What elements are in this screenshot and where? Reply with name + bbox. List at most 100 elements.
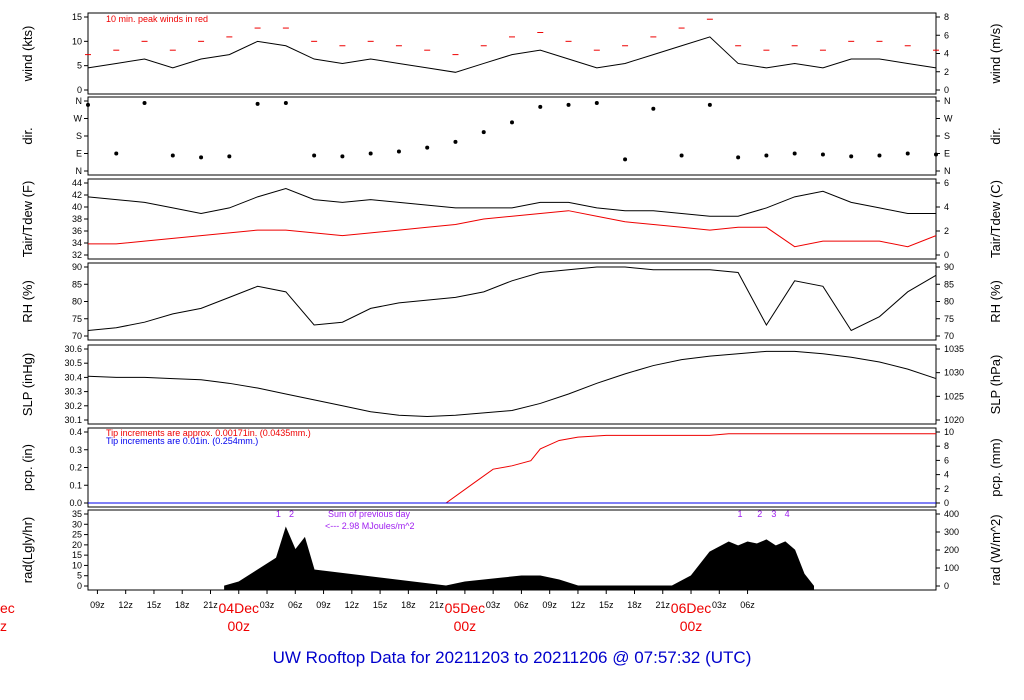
dir-ylabel-right: dir. (988, 127, 1003, 144)
wind-ytick-left: 5 (77, 61, 82, 71)
rad-marker-label: 3 (771, 509, 776, 519)
precip-ylabel-right: pcp. (mm) (988, 438, 1003, 497)
rh-ytick-left: 85 (72, 279, 82, 289)
temperature-frame (87, 178, 937, 260)
x-tick-label: 09z (542, 600, 557, 610)
rad-annotation: Sum of previous day (328, 509, 411, 519)
rh-ytick-left: 75 (72, 314, 82, 324)
rad-marker-label: 2 (757, 509, 762, 519)
dir-point (905, 151, 910, 156)
wind-ytick-left: 15 (72, 12, 82, 22)
precip-ytick-right: 6 (944, 455, 949, 465)
dir-point (707, 102, 712, 107)
temperature-ytick-left: 42 (72, 190, 82, 200)
dir-point (340, 154, 345, 159)
day-label-date: 04Dec (219, 600, 259, 616)
rh-ytick-left: 90 (72, 262, 82, 272)
chart-title: UW Rooftop Data for 20211203 to 20211206… (272, 648, 752, 667)
slp-ytick-left: 30.4 (64, 372, 82, 382)
dir-point (142, 100, 147, 105)
dir-point (86, 102, 90, 107)
wind-annotation: 10 min. peak winds in red (106, 14, 208, 24)
temperature-ylabel-left: Tair/Tdew (F) (20, 181, 35, 258)
wind-ytick-right: 6 (944, 30, 949, 40)
temperature-ytick-right: 6 (944, 178, 949, 188)
dir-point (849, 154, 854, 159)
radiation-ytick-left: 0 (77, 581, 82, 591)
dir-ytick-right: S (944, 131, 950, 141)
radiation-ylabel-left: rad(Lgly/hr) (20, 517, 35, 583)
x-tick-label: 03z (260, 600, 275, 610)
radiation-ytick-left: 20 (72, 540, 82, 550)
dir-ytick-right: W (944, 114, 953, 124)
radiation-ytick-left: 30 (72, 519, 82, 529)
slp-ylabel-left: SLP (inHg) (20, 353, 35, 416)
radiation-ytick-right: 300 (944, 527, 959, 537)
temperature-ytick-left: 44 (72, 178, 82, 188)
radiation-ylabel-right: rad (W/m^2) (988, 514, 1003, 585)
edge-label-time: z (0, 618, 7, 634)
temperature-ylabel-right: Tair/Tdew (C) (988, 180, 1003, 258)
dir-ytick-right: E (944, 149, 950, 159)
edge-label-date: ec (0, 600, 15, 616)
day-label-date: 06Dec (671, 600, 711, 616)
temperature-ytick-left: 38 (72, 214, 82, 224)
wind-frame (87, 12, 937, 95)
rh-ytick-right: 90 (944, 262, 954, 272)
x-tick-label: 18z (627, 600, 642, 610)
dir-point (877, 153, 882, 158)
dir-point (425, 145, 430, 150)
x-tick-label: 06z (288, 600, 303, 610)
precip-annotation-blue: Tip increments are 0.01in. (0.254mm.) (106, 436, 258, 446)
dir-point (368, 151, 373, 156)
day-label-time: 00z (227, 618, 250, 634)
wind-ylabel-right: wind (m/s) (988, 24, 1003, 85)
precip-ytick-right: 10 (944, 427, 954, 437)
precip-ytick-right: 8 (944, 441, 949, 451)
rad-annotation-2: <--- 2.98 MJoules/m^2 (325, 521, 415, 531)
x-tick-label: 15z (599, 600, 614, 610)
radiation-ytick-left: 25 (72, 530, 82, 540)
slp-line-SLP (87, 350, 937, 417)
dir-point (764, 153, 769, 158)
rh-ylabel-left: RH (%) (20, 280, 35, 323)
temperature-ytick-right: 2 (944, 226, 949, 236)
wind-ylabel-left: wind (kts) (20, 26, 35, 83)
precip-line-pcp-approx (88, 433, 936, 504)
day-label-date: 05Dec (445, 600, 485, 616)
dir-point (792, 151, 797, 156)
rad-marker-label: 1 (738, 509, 743, 519)
slp-frame (87, 344, 937, 425)
temperature-ytick-right: 0 (944, 250, 949, 260)
wind-line-wind (87, 36, 937, 73)
dir-point (934, 152, 938, 157)
precip-ytick-left: 0.1 (69, 480, 82, 490)
radiation-ytick-right: 200 (944, 545, 959, 555)
precip-ytick-right: 4 (944, 470, 949, 480)
dir-point (170, 153, 175, 158)
temperature-ytick-left: 32 (72, 250, 82, 260)
x-tick-label: 12z (571, 600, 586, 610)
dir-point (538, 104, 543, 109)
precip-annotation-red: Tip increments are approx. 0.00171in. (0… (106, 428, 311, 438)
dir-point (396, 149, 401, 154)
wind-ytick-left: 10 (72, 36, 82, 46)
precip-ytick-left: 0.4 (69, 427, 82, 437)
dir-ytick-right: N (944, 166, 951, 176)
dir-ytick-left: W (74, 114, 83, 124)
radiation-ytick-right: 400 (944, 509, 959, 519)
rh-ytick-right: 75 (944, 314, 954, 324)
rh-line-RH (87, 266, 937, 332)
dir-point (566, 102, 571, 107)
dir-frame (87, 96, 937, 176)
slp-ytick-left: 30.6 (64, 344, 82, 354)
rad-marker-label: 4 (785, 509, 790, 519)
dir-point (255, 101, 260, 106)
rh-ylabel-right: RH (%) (988, 280, 1003, 323)
slp-ytick-left: 30.5 (64, 358, 82, 368)
precip-ytick-left: 0.0 (69, 498, 82, 508)
rh-ytick-left: 80 (72, 297, 82, 307)
dir-point (312, 153, 317, 158)
temperature-ytick-left: 40 (72, 202, 82, 212)
